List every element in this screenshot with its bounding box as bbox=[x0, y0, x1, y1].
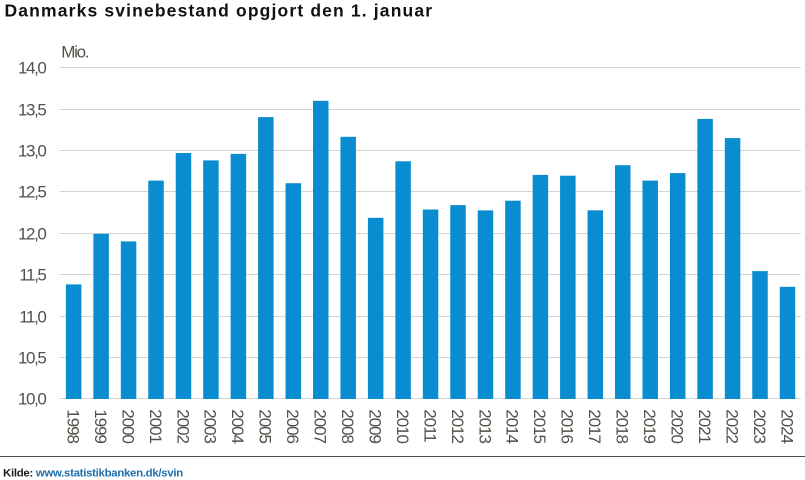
svg-text:2000: 2000 bbox=[118, 409, 137, 443]
svg-text:2001: 2001 bbox=[146, 409, 165, 443]
svg-text:2013: 2013 bbox=[475, 409, 494, 443]
svg-text:2003: 2003 bbox=[201, 409, 220, 443]
svg-text:2014: 2014 bbox=[503, 409, 522, 443]
svg-text:12,0: 12,0 bbox=[18, 225, 46, 244]
svg-text:2010: 2010 bbox=[393, 409, 412, 443]
svg-text:2018: 2018 bbox=[613, 409, 632, 443]
svg-text:2017: 2017 bbox=[585, 409, 604, 443]
svg-text:Danmarks svinebestand opgjort: Danmarks svinebestand opgjort den 1. jan… bbox=[5, 1, 434, 21]
svg-text:2005: 2005 bbox=[256, 409, 275, 443]
svg-text:2008: 2008 bbox=[338, 409, 357, 443]
svg-text:Mio.: Mio. bbox=[61, 43, 88, 62]
svg-text:14,0: 14,0 bbox=[18, 59, 46, 78]
svg-text:1999: 1999 bbox=[91, 409, 110, 443]
svg-text:Kilde: www.statistikbanken.dk/: Kilde: www.statistikbanken.dk/svin bbox=[3, 468, 183, 480]
svg-text:2022: 2022 bbox=[722, 409, 741, 443]
svg-text:2002: 2002 bbox=[173, 409, 192, 443]
svg-text:2006: 2006 bbox=[283, 409, 302, 443]
svg-text:11,0: 11,0 bbox=[19, 308, 46, 327]
svg-text:2011: 2011 bbox=[420, 409, 439, 442]
svg-text:11,5: 11,5 bbox=[19, 266, 46, 285]
svg-text:2019: 2019 bbox=[640, 409, 659, 443]
svg-text:2023: 2023 bbox=[750, 409, 769, 443]
svg-text:2007: 2007 bbox=[311, 409, 330, 443]
svg-text:2020: 2020 bbox=[667, 409, 686, 443]
svg-text:12,5: 12,5 bbox=[18, 183, 46, 202]
svg-text:2012: 2012 bbox=[448, 409, 467, 443]
svg-text:10,0: 10,0 bbox=[18, 390, 46, 409]
svg-text:2016: 2016 bbox=[558, 409, 577, 443]
svg-text:10,5: 10,5 bbox=[18, 349, 46, 368]
svg-text:13,5: 13,5 bbox=[18, 101, 46, 120]
svg-text:2021: 2021 bbox=[695, 409, 714, 443]
svg-text:2004: 2004 bbox=[228, 409, 247, 443]
svg-text:13,0: 13,0 bbox=[18, 142, 46, 161]
svg-text:2015: 2015 bbox=[530, 409, 549, 443]
svg-text:2009: 2009 bbox=[365, 409, 384, 443]
svg-text:2024: 2024 bbox=[777, 409, 796, 443]
svg-text:1998: 1998 bbox=[63, 409, 82, 443]
